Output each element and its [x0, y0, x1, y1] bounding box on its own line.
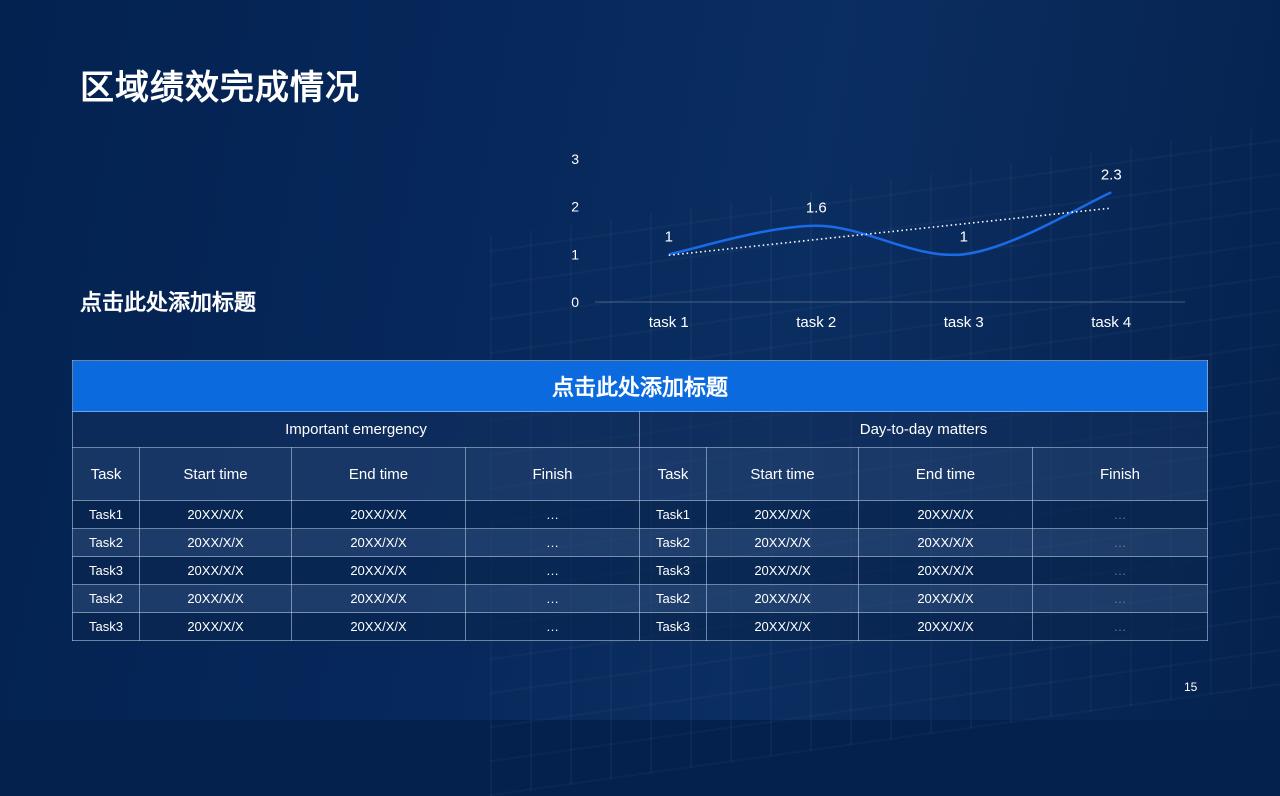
column-header: Start time: [706, 447, 859, 501]
table-cell: 20XX/X/X: [858, 556, 1033, 585]
table-row: Task3 20XX/X/X 20XX/X/X… Task3 20XX/X/X 20XX/…: [72, 612, 1209, 641]
table-cell: 20XX/X/X: [139, 612, 292, 641]
table-cell: …: [1031, 584, 1209, 613]
table-cell: 20XX/X/X: [706, 584, 859, 613]
data-label: 2.3: [1101, 166, 1122, 183]
table-cell: 20XX/X/X: [706, 500, 859, 529]
page-title: 区域绩效完成情况: [80, 68, 360, 108]
table-cell: Task2: [72, 584, 140, 613]
y-tick-label: 3: [571, 151, 579, 167]
table-cell: 20XX/X/X: [139, 584, 292, 613]
table-cell: …: [1031, 612, 1209, 641]
y-tick-label: 2: [571, 199, 579, 215]
table-cell: 20XX/X/X: [139, 528, 292, 557]
table-cell: …: [465, 612, 640, 641]
table-row: Task3 20XX/X/X 20XX/X/X… Task3 20XX/X/X 20XX/…: [72, 556, 1209, 585]
column-header: End time: [291, 447, 466, 501]
group-important-emergency: Important emergency: [72, 411, 640, 448]
table-cell: …: [465, 584, 640, 613]
table-cell: …: [465, 500, 640, 529]
column-header: Finish: [1031, 447, 1209, 501]
table-cell: Task3: [639, 556, 707, 585]
table-row: Task1 20XX/X/X 20XX/X/X… Task1 20XX/X/X 20XX/…: [72, 500, 1209, 529]
table-cell: 20XX/X/X: [139, 500, 292, 529]
table-cell: Task1: [639, 500, 707, 529]
table-cell: 20XX/X/X: [291, 612, 466, 641]
y-tick-label: 0: [571, 294, 579, 310]
table-cell: 20XX/X/X: [858, 528, 1033, 557]
series-line: [668, 191, 1112, 257]
table-cell: 20XX/X/X: [858, 612, 1033, 641]
table-cell: 20XX/X/X: [706, 528, 859, 557]
table-cell: Task3: [639, 612, 707, 641]
x-tick-label: task 1: [649, 314, 689, 331]
table-cell: …: [1031, 500, 1209, 529]
chart-subtitle: 点击此处添加标题: [80, 291, 257, 316]
data-label: 1: [960, 228, 968, 245]
column-header: Start time: [139, 447, 292, 501]
table-cell: 20XX/X/X: [291, 500, 466, 529]
table-cell: 20XX/X/X: [858, 500, 1033, 529]
group-day-to-day: Day-to-day matters: [638, 411, 1209, 448]
table-cell: Task2: [72, 528, 140, 557]
table-cell: …: [1031, 556, 1209, 585]
column-header: End time: [858, 447, 1033, 501]
y-tick-label: 1: [571, 246, 579, 262]
table-cell: Task1: [72, 500, 140, 529]
table-cell: 20XX/X/X: [706, 612, 859, 641]
table-cell: 20XX/X/X: [291, 584, 466, 613]
table-cell: 20XX/X/X: [291, 528, 466, 557]
x-tick-label: task 4: [1091, 314, 1131, 331]
line-chart: 0 1 2 3 task 1 task 2 task 3 task 4 1 1.6 1 2.3: [571, 151, 1185, 331]
x-tick-label: task 2: [796, 314, 836, 331]
table-cell: Task3: [72, 556, 140, 585]
table-cell: 20XX/X/X: [858, 584, 1033, 613]
table-cell: Task2: [639, 528, 707, 557]
data-label: 1.6: [806, 200, 827, 217]
column-header: Task: [72, 447, 140, 501]
task-table: 点击此处添加标题 Important emergency Day-to-day …: [71, 360, 1209, 641]
column-header: Task: [639, 447, 707, 501]
page-number: 15: [1184, 680, 1198, 694]
table-cell: 20XX/X/X: [706, 556, 859, 585]
table-cell: 20XX/X/X: [291, 556, 466, 585]
column-header: Finish: [465, 447, 640, 501]
table-cell: 20XX/X/X: [139, 556, 292, 585]
table-cell: Task2: [639, 584, 707, 613]
table-header: 点击此处添加标题: [71, 360, 1209, 412]
table-cell: Task3: [72, 612, 140, 641]
data-label: 1: [665, 228, 673, 245]
table-row: Task2 20XX/X/X 20XX/X/X… Task2 20XX/X/X 20XX/…: [72, 584, 1209, 613]
x-tick-label: task 3: [944, 314, 984, 331]
trendline: [668, 207, 1112, 257]
table-cell: …: [1031, 528, 1209, 557]
table-row: Task2 20XX/X/X 20XX/X/X… Task2 20XX/X/X 20XX/…: [72, 528, 1209, 557]
table-cell: …: [465, 556, 640, 585]
table-cell: …: [465, 528, 640, 557]
